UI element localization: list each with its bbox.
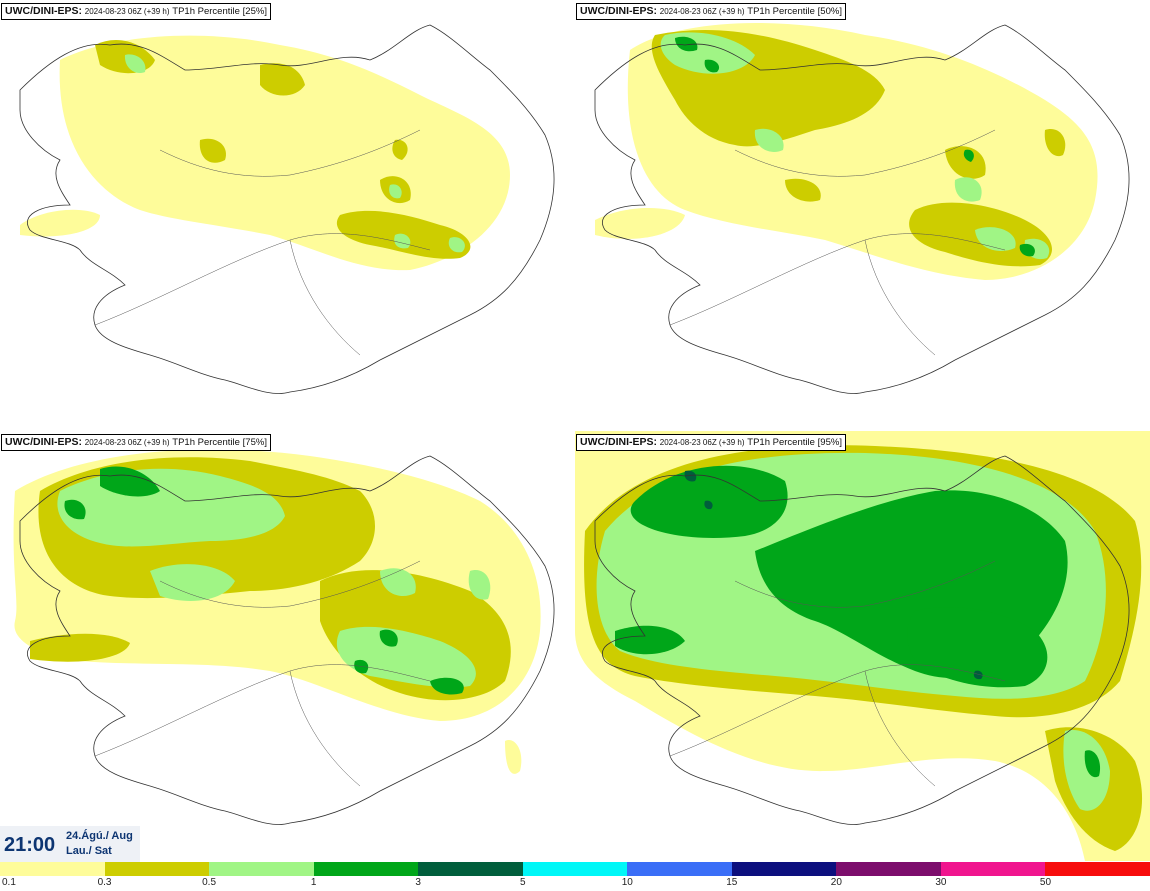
panel-title: UWC/DINI-EPS: 2024-08-23 06Z (+39 h) TP1… (576, 3, 846, 20)
color-swatch (836, 862, 941, 876)
title-sep: : (653, 436, 658, 448)
color-swatch (104, 862, 210, 876)
panel-title: UWC/DINI-EPS: 2024-08-23 06Z (+39 h) TP1… (576, 434, 846, 451)
valid-time-box: 21:00 24.Ágú./ Aug Lau./ Sat (0, 826, 140, 862)
precip-level-0.5 (124, 54, 465, 253)
color-swatch (940, 862, 1046, 876)
precip-level-1 (675, 36, 1035, 257)
color-scale-bar (0, 862, 1150, 876)
color-swatch (627, 862, 732, 876)
run-info: 2024-08-23 06Z (+39 h) (84, 7, 170, 16)
color-scale-labels: 0.1 0.3 0.5 1 3 5 10 15 20 30 50 (0, 877, 1150, 891)
percentile-label: [95%] (817, 437, 842, 448)
road-network (94, 560, 431, 787)
color-swatch (1045, 862, 1150, 876)
precip-level-0.1 (20, 35, 510, 271)
title-sep: : (78, 5, 83, 17)
road-network (669, 560, 1006, 787)
parameter-name: TP1h Percentile (172, 437, 240, 448)
run-info: 2024-08-23 06Z (+39 h) (659, 438, 745, 447)
panel-title: UWC/DINI-EPS: 2024-08-23 06Z (+39 h) TP1… (1, 434, 271, 451)
parameter-name: TP1h Percentile (172, 6, 240, 17)
map-panel-p95: UWC/DINI-EPS: 2024-08-23 06Z (+39 h) TP1… (575, 431, 1150, 861)
scale-tick-label: 15 (726, 877, 738, 888)
valid-time: 21:00 (4, 834, 56, 856)
color-swatch (731, 862, 837, 876)
percentile-label: [50%] (817, 6, 842, 17)
model-name: UWC/DINI-EPS (5, 5, 79, 17)
scale-tick-label: 0.5 (202, 877, 217, 888)
coastline (19, 455, 555, 825)
parameter-name: TP1h Percentile (747, 437, 815, 448)
title-sep: : (78, 436, 83, 448)
scale-tick-label: 0.3 (97, 877, 112, 888)
coastline (19, 24, 555, 394)
title-sep: : (653, 5, 658, 17)
precip-map (575, 431, 1150, 861)
scale-tick-label: 10 (621, 877, 633, 888)
precip-map (13, 449, 555, 825)
model-name: UWC/DINI-EPS (5, 436, 79, 448)
precip-map (594, 22, 1130, 394)
scale-tick-label: 3 (415, 877, 421, 888)
coastline (594, 24, 1130, 394)
scale-tick-label: 0.1 (2, 877, 16, 888)
scale-tick-label: 30 (935, 877, 947, 888)
map-panel-p50: UWC/DINI-EPS: 2024-08-23 06Z (+39 h) TP1… (575, 0, 1150, 430)
scale-tick-label: 5 (519, 877, 526, 888)
valid-weekday: Lau./ Sat (66, 845, 112, 857)
precip-map (19, 24, 555, 394)
map-panel-p75: UWC/DINI-EPS: 2024-08-23 06Z (+39 h) TP1… (0, 431, 575, 861)
scale-tick-label: 1 (310, 877, 317, 888)
model-name: UWC/DINI-EPS (580, 436, 654, 448)
color-swatch (522, 862, 628, 876)
percentile-label: [75%] (242, 437, 267, 448)
parameter-name: TP1h Percentile (747, 6, 815, 17)
valid-date: 24.Ágú./ Aug (66, 830, 133, 842)
percentile-label: [25%] (242, 6, 267, 17)
panel-title: UWC/DINI-EPS: 2024-08-23 06Z (+39 h) TP1… (1, 3, 271, 20)
run-info: 2024-08-23 06Z (+39 h) (659, 7, 745, 16)
color-swatch (0, 862, 105, 876)
run-info: 2024-08-23 06Z (+39 h) (84, 438, 170, 447)
map-panel-p25: UWC/DINI-EPS: 2024-08-23 06Z (+39 h) TP1… (0, 0, 575, 430)
model-name: UWC/DINI-EPS (580, 5, 654, 17)
coastline (594, 455, 1130, 825)
road-network (94, 129, 431, 356)
color-swatch (418, 862, 523, 876)
color-swatch (313, 862, 419, 876)
scale-tick-label: 20 (830, 877, 842, 888)
precip-level-1 (64, 466, 464, 695)
color-swatch (209, 862, 314, 876)
precip-level-3 (684, 470, 983, 680)
road-network (669, 129, 1006, 356)
scale-tick-label: 50 (1039, 877, 1052, 888)
